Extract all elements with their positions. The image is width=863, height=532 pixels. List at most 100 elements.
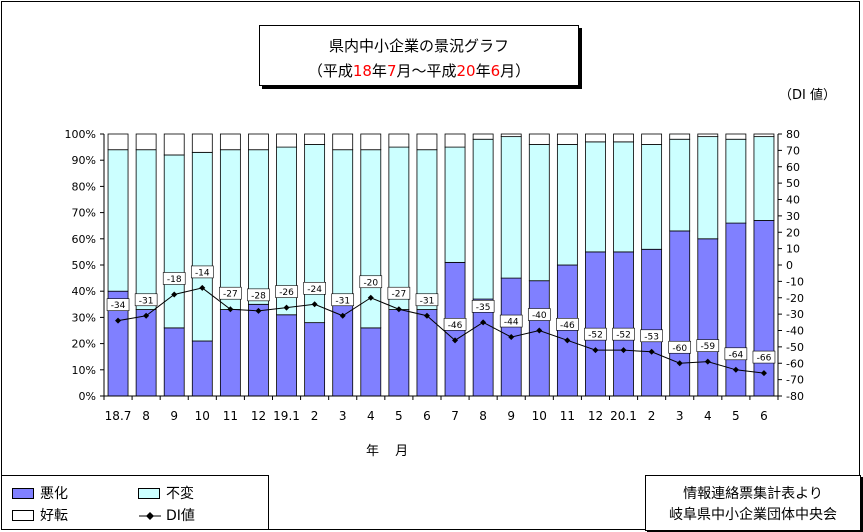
bar-bad-9: [360, 327, 382, 397]
di-label-box-10: [387, 286, 411, 300]
bar-bad-21: [697, 238, 719, 397]
di-label-box-22: [724, 347, 748, 361]
right-tick-label-5: -30: [786, 308, 804, 321]
left-tick-label-10: 100%: [65, 128, 96, 141]
legend-label-di: DI値: [166, 508, 195, 524]
di-point-14: [508, 334, 515, 341]
di-label-box-2: [162, 272, 186, 285]
bar-bad-6: [276, 314, 297, 397]
subtitle-part-3: 7: [386, 62, 397, 80]
right-tick-label-12: 40: [786, 194, 800, 207]
di-point-20: [676, 360, 683, 367]
di-point-9: [367, 294, 374, 301]
di-label-11: -31: [420, 296, 435, 306]
bar-same-12: [444, 146, 466, 263]
di-label-box-4: [219, 286, 242, 300]
x-tick-label-6: 19.1: [273, 409, 300, 423]
bar-good-15: [528, 133, 550, 145]
left-tick-label-5: 50%: [72, 259, 96, 272]
di-label-box-19: [640, 329, 663, 343]
right-axis-unit-label: （DI 値）: [779, 88, 836, 103]
di-label-17: -52: [588, 331, 603, 341]
di-label-3: -14: [195, 268, 210, 278]
right-tick-label-11: 30: [786, 210, 800, 223]
bar-bad-5: [248, 303, 269, 397]
di-point-21: [704, 358, 711, 365]
bar-same-15: [528, 144, 550, 282]
bar-bad-1: [135, 309, 157, 397]
left-tick-label-1: 10%: [72, 364, 96, 377]
right-tick-label-10: 20: [786, 226, 800, 239]
di-point-23: [760, 370, 767, 377]
right-tick-label-3: -50: [786, 341, 804, 354]
right-tick-label-2: -60: [786, 357, 804, 370]
legend-line-di: [139, 512, 161, 520]
x-tick-label-12: 7: [451, 409, 459, 423]
x-tick-label-3: 10: [195, 409, 210, 423]
di-label-6: -26: [279, 288, 294, 298]
di-line: [117, 287, 765, 374]
left-tick-label-8: 80%: [72, 180, 96, 193]
legend-swatch-good: [12, 510, 34, 521]
di-point-10: [395, 306, 402, 313]
bar-bad-23: [753, 220, 775, 397]
right-tick-label-15: 70: [786, 144, 800, 157]
di-point-22: [732, 366, 739, 373]
di-point-3: [199, 284, 206, 291]
subtitle-part-6: 年: [475, 62, 491, 80]
left-tick-label-3: 30%: [72, 311, 96, 324]
bar-good-3: [191, 133, 213, 153]
bar-same-0: [107, 149, 129, 292]
bar-good-1: [135, 133, 157, 151]
bar-good-10: [388, 133, 410, 148]
di-point-6: [283, 304, 290, 311]
bar-same-7: [304, 144, 326, 324]
di-label-23: -66: [757, 354, 772, 364]
bar-same-13: [472, 138, 494, 300]
x-tick-label-16: 11: [560, 409, 575, 423]
bar-bad-20: [669, 230, 691, 397]
bar-same-17: [585, 141, 606, 253]
legend-label-bad: 悪化: [40, 486, 68, 502]
chart-subtitle: （平成18年7月～平成20年6月）: [260, 60, 578, 81]
x-tick-label-21: 4: [704, 409, 712, 423]
bar-same-9: [360, 149, 382, 329]
x-tick-label-1: 8: [142, 409, 150, 423]
subtitle-part-2: 年: [371, 62, 387, 80]
di-label-box-15: [527, 308, 551, 321]
bar-bad-17: [585, 251, 606, 397]
di-point-8: [339, 312, 346, 319]
left-tick-label-0: 0%: [79, 390, 96, 403]
x-tick-label-15: 10: [532, 409, 547, 423]
bar-good-18: [613, 133, 634, 143]
bar-same-4: [219, 149, 241, 310]
bar-good-6: [276, 133, 297, 148]
right-tick-label-8: 0: [786, 259, 793, 272]
x-tick-label-23: 6: [760, 409, 768, 423]
source-line1: 情報連絡票集計表より: [683, 486, 823, 502]
right-tick-label-7: -10: [786, 275, 804, 288]
bar-good-4: [219, 133, 241, 151]
di-label-box-1: [134, 293, 158, 307]
di-label-8: -31: [335, 296, 350, 306]
legend-label-good: 好転: [40, 508, 68, 524]
bar-good-11: [416, 133, 438, 151]
x-tick-label-10: 5: [395, 409, 403, 423]
di-label-box-8: [331, 293, 355, 307]
bar-same-23: [753, 136, 775, 221]
bar-good-23: [753, 133, 775, 138]
x-tick-label-19: 2: [648, 409, 656, 423]
di-point-19: [648, 348, 655, 355]
bar-same-18: [613, 141, 634, 253]
x-tick-label-2: 9: [170, 409, 178, 423]
bar-good-17: [585, 133, 606, 143]
bar-bad-15: [528, 280, 550, 397]
di-label-box-6: [275, 285, 298, 298]
bar-good-9: [360, 133, 382, 151]
di-label-box-7: [303, 281, 326, 295]
bar-good-13: [472, 133, 494, 140]
right-tick-label-0: -80: [786, 390, 804, 403]
bar-bad-2: [163, 327, 185, 397]
di-point-0: [115, 317, 122, 324]
x-tick-label-0: 18.7: [105, 409, 132, 423]
